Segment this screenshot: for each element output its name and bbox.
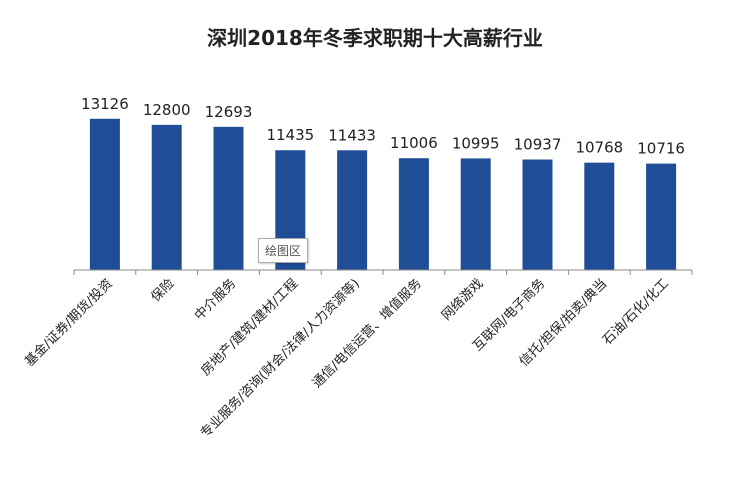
data-label: 11006 [390, 134, 438, 152]
x-tick-label: 石油/石化/化工 [600, 276, 672, 348]
data-label: 12693 [205, 103, 253, 121]
data-label: 11435 [266, 126, 314, 144]
bar [646, 163, 677, 270]
bar [89, 118, 120, 270]
data-label: 10937 [514, 136, 562, 154]
bar [151, 124, 182, 270]
data-label: 13126 [81, 95, 129, 113]
bar [522, 159, 553, 270]
plot-area-tooltip: 绘图区 [258, 238, 309, 263]
bar [213, 126, 244, 270]
data-label: 10716 [637, 140, 685, 158]
x-tick-label: 中介服务 [191, 276, 239, 324]
data-label: 12800 [143, 101, 191, 119]
x-tick-label: 基金/证券/期货/投资 [22, 276, 116, 370]
x-tick-label: 网络游戏 [438, 276, 486, 324]
x-tick-label: 通信/电信运营、增值服务 [309, 276, 425, 392]
x-tick-label: 保险 [149, 276, 178, 305]
bar [460, 158, 491, 270]
data-label: 10768 [575, 139, 623, 157]
bar [584, 162, 615, 270]
bar [337, 150, 368, 270]
bar [398, 158, 429, 270]
data-label: 11433 [328, 126, 376, 144]
chart-title: 深圳2018年冬季求职期十大高薪行业 [207, 26, 543, 50]
data-label: 10995 [452, 134, 500, 152]
